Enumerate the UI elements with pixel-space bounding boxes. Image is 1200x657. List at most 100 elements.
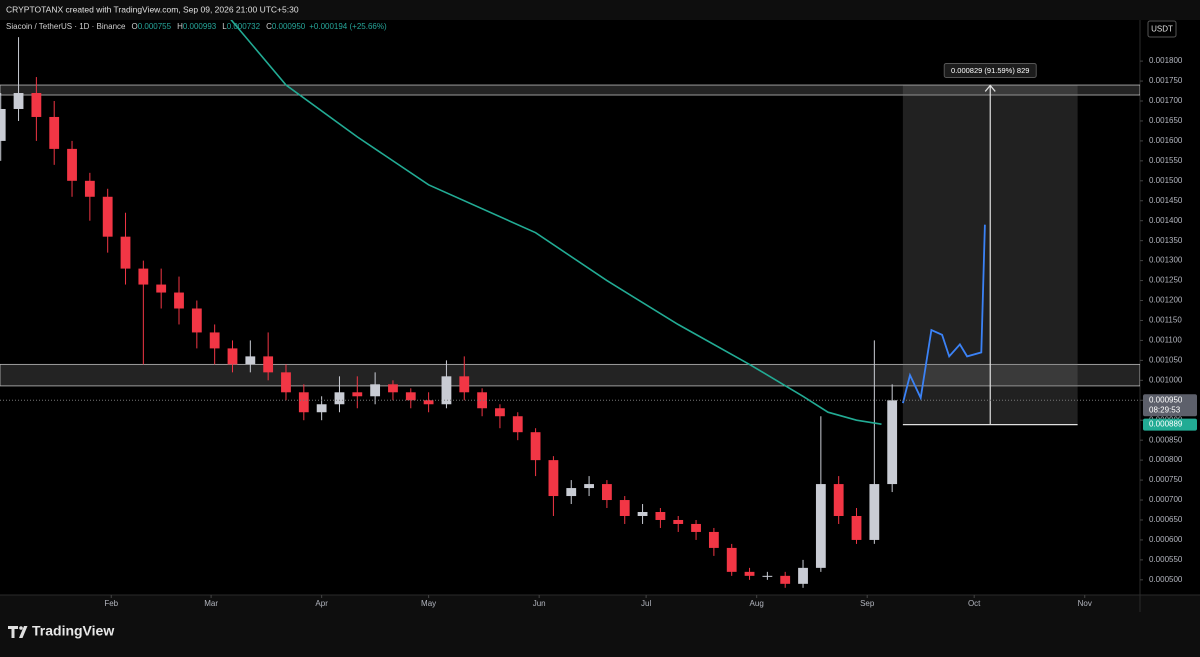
- y-tick-label: 0.001400: [1149, 216, 1183, 225]
- candle-body: [691, 523, 701, 532]
- legend-item: 0.000950: [272, 22, 306, 31]
- measure-label: 0.000829 (91.59%) 829: [951, 66, 1029, 75]
- candle-body: [673, 519, 684, 524]
- y-tick-label: 0.000800: [1149, 455, 1183, 464]
- y-tick-label: 0.000750: [1149, 475, 1183, 484]
- candle-body: [49, 116, 60, 149]
- candle-body: [833, 484, 844, 516]
- candle-body: [619, 500, 630, 516]
- y-tick-label: 0.001150: [1149, 316, 1182, 325]
- y-tick-label: 0.001750: [1149, 76, 1183, 85]
- candle-body: [584, 484, 594, 489]
- candle-body: [887, 400, 898, 485]
- logo-dot: [19, 626, 23, 630]
- logo-icon: [8, 626, 28, 638]
- candle-body: [120, 236, 131, 269]
- candle-body: [851, 515, 862, 540]
- candle-body: [67, 148, 77, 181]
- candle-body: [495, 408, 505, 417]
- logo: TradingView: [8, 623, 114, 639]
- candle-body: [405, 392, 416, 401]
- legend-item: Siacoin / TetherUS · 1D · Binance: [6, 22, 126, 31]
- candle-body: [744, 571, 755, 576]
- candle-body: [459, 376, 470, 393]
- x-tick-label: Jun: [533, 599, 546, 608]
- candle-body: [548, 460, 559, 497]
- y-tick-label: 0.001100: [1149, 336, 1182, 345]
- measure-label-box: [943, 62, 1037, 78]
- y-tick-label: 0.000600: [1149, 535, 1183, 544]
- candle-body: [31, 93, 42, 117]
- currency-button[interactable]: [1147, 20, 1177, 38]
- candle-body: [316, 404, 327, 413]
- x-tick-label: Oct: [968, 599, 981, 608]
- moving-average: [230, 20, 882, 425]
- candle-body: [726, 547, 737, 572]
- legend-item: O: [131, 22, 137, 31]
- legend-item: L: [222, 22, 227, 31]
- candle-body: [530, 432, 541, 461]
- y-tick-label: 0.000650: [1149, 515, 1183, 524]
- candle-body: [477, 392, 488, 409]
- legend-item: 0.000755: [138, 22, 172, 31]
- measure-arrow-head: [984, 84, 996, 92]
- candle-body: [869, 484, 880, 540]
- countdown: 08:29:53: [1149, 405, 1181, 414]
- plot: [0, 20, 1140, 588]
- legend-item: +0.000194 (+25.66%): [309, 22, 387, 31]
- y-tick-label: 0.001700: [1149, 96, 1183, 105]
- candle-body: [352, 392, 363, 397]
- x-tick-label: Sep: [860, 599, 875, 608]
- x-tick-label: Aug: [750, 599, 764, 608]
- ma-price-label: 0.000889: [1149, 420, 1183, 429]
- credit: CRYPTOTANX created with TradingView.com,…: [6, 4, 299, 14]
- brand: TradingView: [32, 623, 114, 639]
- candle-body: [191, 308, 202, 333]
- candle-body: [84, 180, 95, 197]
- legend-item: H: [177, 22, 183, 31]
- candle-body: [0, 108, 6, 141]
- candle-body: [602, 484, 612, 501]
- zone: [0, 84, 1140, 96]
- candle-body: [334, 392, 345, 405]
- candle-body: [138, 268, 149, 285]
- candle-body: [209, 332, 220, 349]
- y-tick-label: 0.000850: [1149, 435, 1183, 444]
- ma-price-badge: [1143, 418, 1197, 431]
- candle-body: [156, 284, 167, 293]
- y-tick-label: 0.001300: [1149, 256, 1183, 265]
- candle-body: [281, 372, 291, 393]
- legend-item: 0.000993: [183, 22, 217, 31]
- x-tick-label: Apr: [315, 599, 328, 608]
- plot-area: [0, 20, 1140, 595]
- y-tick-label: 0.001450: [1149, 196, 1183, 205]
- candle-body: [174, 292, 184, 309]
- candle-body: [798, 567, 808, 584]
- candle-body: [423, 400, 434, 405]
- y-tick-label: 0.001200: [1149, 296, 1183, 305]
- candle-body: [245, 356, 256, 365]
- y-tick-label: 0.001350: [1149, 236, 1183, 245]
- y-tick-label: 0.001000: [1149, 375, 1183, 384]
- y-tick-label: 0.001550: [1149, 156, 1183, 165]
- candle-body: [102, 196, 113, 237]
- y-tick-label: 0.000500: [1149, 575, 1183, 584]
- y-tick-label: 0.001050: [1149, 355, 1183, 364]
- candle-body: [637, 512, 648, 516]
- x-tick-label: Jul: [641, 599, 651, 608]
- candle-body: [227, 348, 238, 365]
- x-tick-label: Mar: [204, 599, 218, 608]
- candle-body: [815, 484, 826, 568]
- candle-body: [780, 575, 791, 584]
- candle-body: [441, 376, 452, 405]
- last-price-label: 0.000950: [1149, 395, 1183, 404]
- candle-body: [566, 488, 577, 497]
- candle-body: [655, 512, 666, 520]
- candle-body: [762, 575, 773, 577]
- currency[interactable]: USDT: [1151, 25, 1173, 34]
- candle-body: [263, 356, 274, 373]
- candle-body: [708, 531, 719, 548]
- x-tick-label: Feb: [104, 599, 118, 608]
